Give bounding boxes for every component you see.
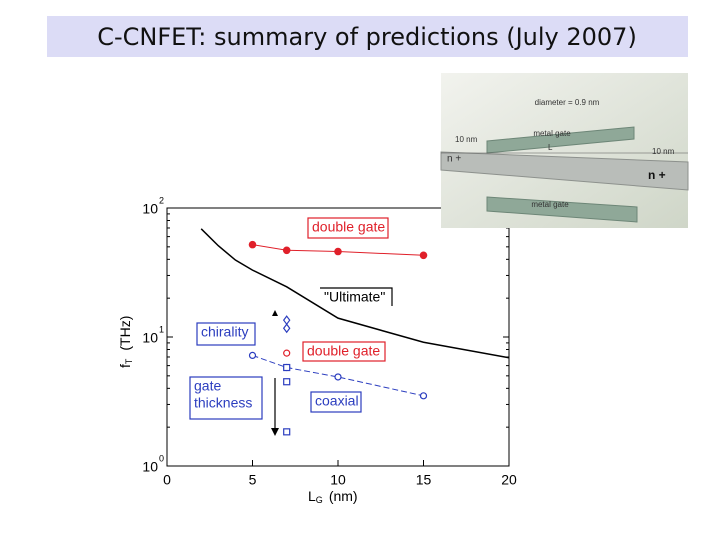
annotation-box — [302, 341, 386, 362]
x-tick-label: 10 — [330, 472, 346, 488]
annotation-box — [307, 217, 389, 239]
data-point — [283, 363, 291, 372]
data-point — [283, 378, 291, 386]
annotation: coaxial — [315, 393, 359, 409]
data-point — [334, 247, 342, 256]
annotation: double gate — [307, 343, 380, 359]
x-tick-label: 15 — [416, 472, 432, 488]
annotation: "Ultimate" — [324, 289, 385, 305]
inset-label: n + — [648, 168, 666, 182]
annotation: gate — [194, 378, 221, 394]
y-axis-label: fT (THz) — [117, 316, 135, 368]
inset-label: metal gate — [533, 129, 571, 138]
x-axis-label-part: (nm) — [329, 488, 358, 504]
y-axis-label-part: f — [117, 364, 133, 368]
data-point — [283, 428, 291, 436]
arrowhead — [272, 310, 278, 316]
y-tick-label: 10 — [142, 330, 158, 346]
y-tick-exponent: 2 — [159, 195, 164, 205]
y-tick-exponent: 1 — [159, 324, 164, 334]
y-tick-label: 10 — [142, 201, 158, 217]
y-axis-label-part: T — [124, 358, 134, 364]
data-point — [419, 392, 428, 400]
y-tick-label: 10 — [142, 459, 158, 475]
y-axis-label-part: (THz) — [117, 316, 133, 351]
bottom-gate — [486, 196, 638, 223]
arrowhead — [271, 428, 279, 436]
annotation-box — [196, 322, 256, 346]
data-point — [248, 351, 257, 360]
x-tick-label: 0 — [163, 472, 171, 488]
inset-label: L — [548, 143, 553, 152]
annotation: chirality — [201, 324, 248, 340]
data-point — [334, 373, 342, 381]
data-point — [282, 323, 291, 334]
annotation: double gate — [312, 219, 385, 235]
inset-label: n + — [447, 154, 461, 165]
top-gate — [486, 126, 635, 154]
inset: diameter = 0.9 nm metal gate 10 nm n + L… — [440, 73, 689, 228]
x-tick-label: 5 — [249, 472, 257, 488]
slide-title: C-CNFET: summary of predictions (July 20… — [97, 23, 637, 51]
y-tick-exponent: 0 — [159, 453, 164, 463]
x-axis-label-part: L — [308, 488, 316, 504]
data-point — [248, 240, 257, 249]
annotation-box — [189, 376, 263, 420]
x-axis-label: LG (nm) — [308, 488, 358, 506]
series-line — [200, 228, 510, 359]
x-axis-label-part: G — [316, 495, 323, 505]
nanotube — [440, 151, 689, 191]
title-box — [47, 16, 688, 57]
inset-label: 10 nm — [652, 147, 675, 156]
annotation-box — [310, 391, 362, 413]
data-point — [283, 349, 291, 357]
inset-label: metal gate — [531, 200, 569, 209]
x-tick-label: 20 — [501, 472, 517, 488]
data-point — [419, 251, 428, 260]
data-point — [282, 315, 291, 326]
series-line — [252, 354, 424, 397]
annotation: thickness — [194, 395, 252, 411]
inset-label: 10 nm — [455, 135, 478, 144]
series-line — [252, 244, 424, 256]
inset-label: diameter = 0.9 nm — [535, 98, 600, 107]
data-point — [282, 246, 291, 255]
annotation-bracket — [320, 287, 393, 306]
annotation-box — [320, 288, 392, 306]
